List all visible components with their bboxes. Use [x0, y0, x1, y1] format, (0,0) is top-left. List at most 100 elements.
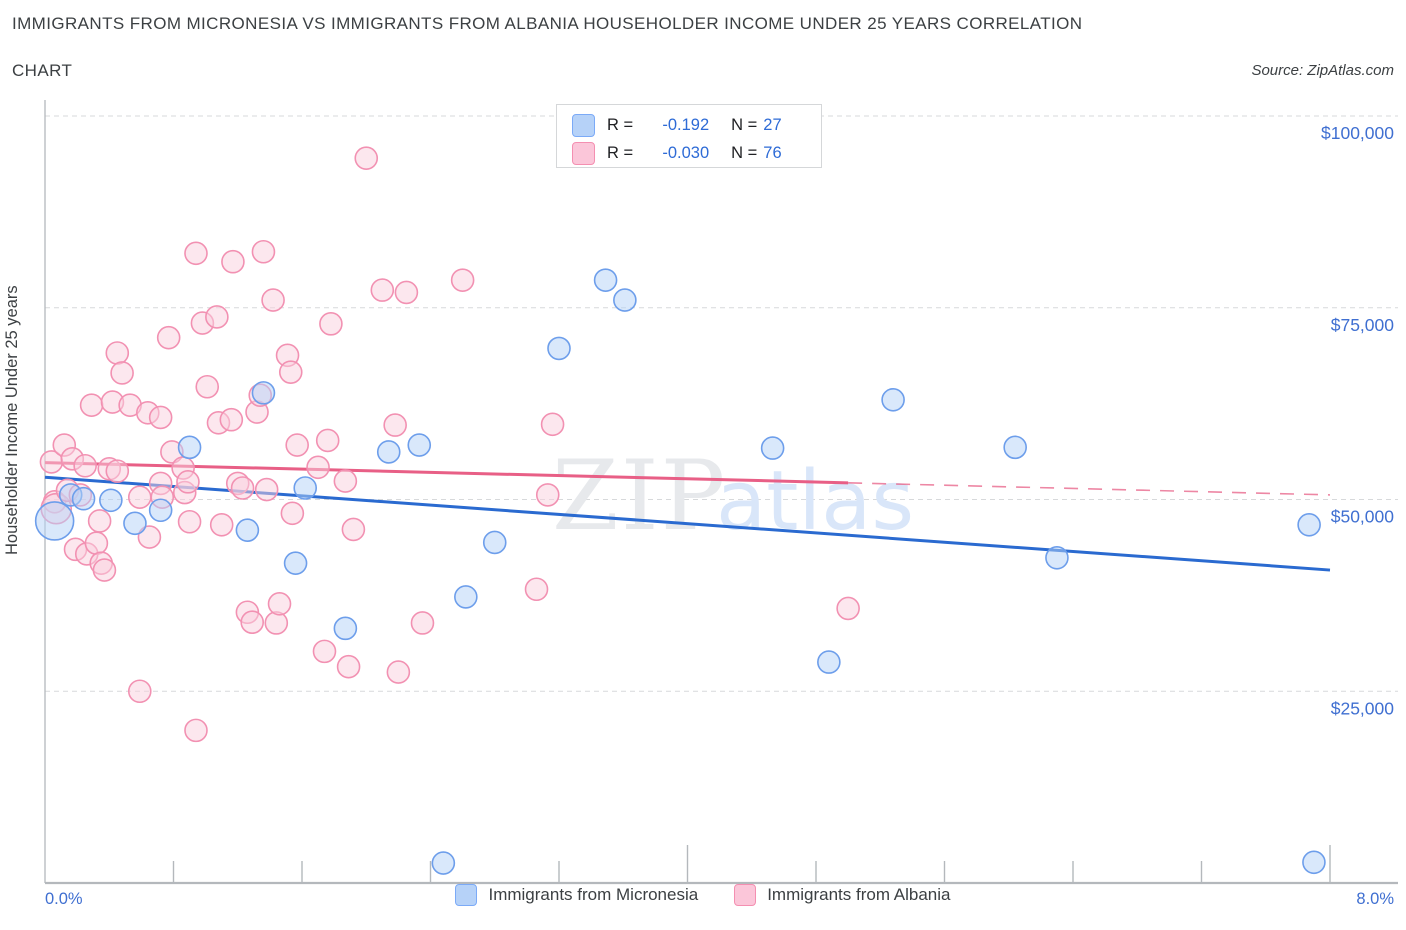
scatter-point-micronesia[interactable]: [283, 551, 308, 575]
scatter-point-albania[interactable]: [84, 531, 109, 556]
scatter-point-albania[interactable]: [240, 610, 265, 635]
scatter-point-albania[interactable]: [205, 305, 229, 329]
scatter-point-micronesia[interactable]: [1003, 435, 1027, 460]
scatter-point-micronesia[interactable]: [613, 288, 637, 312]
scatter-point-albania[interactable]: [251, 239, 276, 264]
x-axis-max-label: 8.0%: [1356, 890, 1394, 908]
watermark-zip-text: ZIP: [552, 440, 727, 552]
x-axis-min-label: 0.0%: [45, 890, 83, 908]
r-value-micronesia: -0.192: [662, 115, 710, 134]
n-label: N =: [731, 115, 758, 134]
stats-row-albania: R = -0.030 N = 76: [572, 141, 821, 166]
albania-swatch-icon: [572, 141, 595, 165]
legend-item-albania[interactable]: Immigrants from Albania: [734, 884, 951, 906]
scatter-point-micronesia[interactable]: [431, 851, 456, 875]
series-legend: Immigrants from Micronesia Immigrants fr…: [0, 884, 1406, 906]
scatter-point-albania[interactable]: [319, 312, 343, 336]
scatter-point-micronesia[interactable]: [1045, 545, 1069, 570]
scatter-point-micronesia[interactable]: [177, 435, 202, 460]
scatter-point-albania[interactable]: [386, 660, 411, 684]
scatter-point-albania[interactable]: [221, 249, 245, 274]
scatter-point-micronesia[interactable]: [547, 336, 571, 361]
legend-label-albania: Immigrants from Albania: [767, 885, 951, 904]
albania-trend-line-extrapolated: [848, 482, 1331, 496]
scatter-point-albania[interactable]: [333, 469, 358, 493]
scatter-point-albania[interactable]: [370, 278, 395, 302]
n-value-albania: 76: [763, 143, 782, 162]
scatter-point-albania[interactable]: [312, 639, 337, 664]
scatter-point-albania[interactable]: [285, 433, 309, 457]
scatter-point-micronesia[interactable]: [251, 381, 276, 405]
scatter-point-albania[interactable]: [264, 611, 289, 635]
page-subtitle: CHART: [12, 61, 73, 80]
legend-item-micronesia[interactable]: Immigrants from Micronesia: [455, 884, 698, 906]
scatter-point-micronesia[interactable]: [71, 486, 96, 511]
scatter-point-albania[interactable]: [137, 525, 162, 549]
scatter-point-albania[interactable]: [261, 288, 285, 312]
scatter-point-micronesia[interactable]: [407, 433, 432, 457]
scatter-point-micronesia[interactable]: [293, 476, 318, 500]
scatter-point-albania[interactable]: [535, 483, 560, 507]
scatter-point-albania[interactable]: [230, 476, 255, 500]
scatter-point-albania[interactable]: [177, 509, 202, 534]
scatter-point-micronesia[interactable]: [99, 488, 123, 513]
scatter-point-albania[interactable]: [127, 679, 152, 704]
scatter-point-albania[interactable]: [278, 360, 303, 384]
stats-row-micronesia: R = -0.192 N = 27: [572, 113, 821, 138]
scatter-point-micronesia[interactable]: [1302, 850, 1326, 875]
source-attribution: Source: ZipAtlas.com: [1251, 62, 1394, 79]
micronesia-swatch-icon: [572, 113, 595, 137]
scatter-point-albania[interactable]: [254, 477, 279, 502]
scatter-point-micronesia[interactable]: [881, 387, 905, 412]
scatter-point-albania[interactable]: [306, 455, 330, 480]
scatter-point-albania[interactable]: [79, 393, 104, 417]
scatter-point-albania[interactable]: [394, 280, 419, 305]
scatter-point-micronesia[interactable]: [333, 616, 358, 641]
scatter-point-albania[interactable]: [110, 361, 134, 385]
scatter-point-albania[interactable]: [148, 405, 173, 430]
scatter-point-albania[interactable]: [524, 577, 549, 602]
scatter-point-micronesia[interactable]: [817, 650, 841, 674]
scatter-point-micronesia[interactable]: [760, 436, 785, 460]
micronesia-swatch-icon: [455, 884, 478, 906]
correlation-stats-legend: R = -0.192 N = 27 R = -0.030 N = 76: [556, 104, 822, 168]
scatter-point-micronesia[interactable]: [148, 498, 173, 523]
scatter-point-albania[interactable]: [176, 470, 200, 494]
y-tick-label: $100,000: [1321, 123, 1394, 143]
scatter-point-micronesia[interactable]: [123, 511, 147, 536]
scatter-point-albania[interactable]: [73, 453, 97, 478]
scatter-point-albania[interactable]: [450, 268, 475, 292]
legend-label-micronesia: Immigrants from Micronesia: [488, 885, 699, 904]
scatter-point-albania[interactable]: [540, 412, 565, 437]
scatter-point-micronesia[interactable]: [376, 440, 401, 464]
scatter-point-albania[interactable]: [836, 596, 860, 621]
scatter-point-albania[interactable]: [87, 509, 112, 533]
scatter-point-albania[interactable]: [105, 341, 130, 365]
scatter-point-albania[interactable]: [341, 517, 366, 542]
scatter-point-micronesia[interactable]: [235, 518, 260, 542]
scatter-point-albania[interactable]: [184, 718, 208, 743]
scatter-point-albania[interactable]: [209, 513, 234, 537]
scatter-point-albania[interactable]: [195, 374, 220, 399]
scatter-point-albania[interactable]: [267, 592, 292, 616]
scatter-point-micronesia[interactable]: [454, 585, 478, 609]
albania-swatch-icon: [734, 884, 757, 906]
scatter-point-micronesia[interactable]: [1297, 513, 1321, 537]
scatter-point-albania[interactable]: [383, 413, 407, 437]
scatter-point-albania[interactable]: [156, 325, 181, 350]
scatter-point-micronesia[interactable]: [482, 530, 507, 555]
r-label: R =: [607, 115, 634, 134]
scatter-point-albania[interactable]: [127, 485, 152, 509]
scatter-point-albania[interactable]: [280, 501, 305, 526]
scatter-point-albania[interactable]: [410, 611, 435, 635]
y-tick-label: $75,000: [1331, 315, 1395, 335]
scatter-point-albania[interactable]: [336, 654, 361, 679]
scatter-point-albania[interactable]: [315, 428, 340, 453]
scatter-point-micronesia[interactable]: [34, 501, 75, 541]
scatter-point-albania[interactable]: [219, 407, 244, 432]
scatter-point-micronesia[interactable]: [593, 268, 618, 292]
scatter-point-albania[interactable]: [105, 459, 130, 483]
scatter-point-albania[interactable]: [92, 558, 117, 582]
scatter-point-albania[interactable]: [184, 241, 208, 266]
scatter-point-albania[interactable]: [354, 146, 379, 170]
